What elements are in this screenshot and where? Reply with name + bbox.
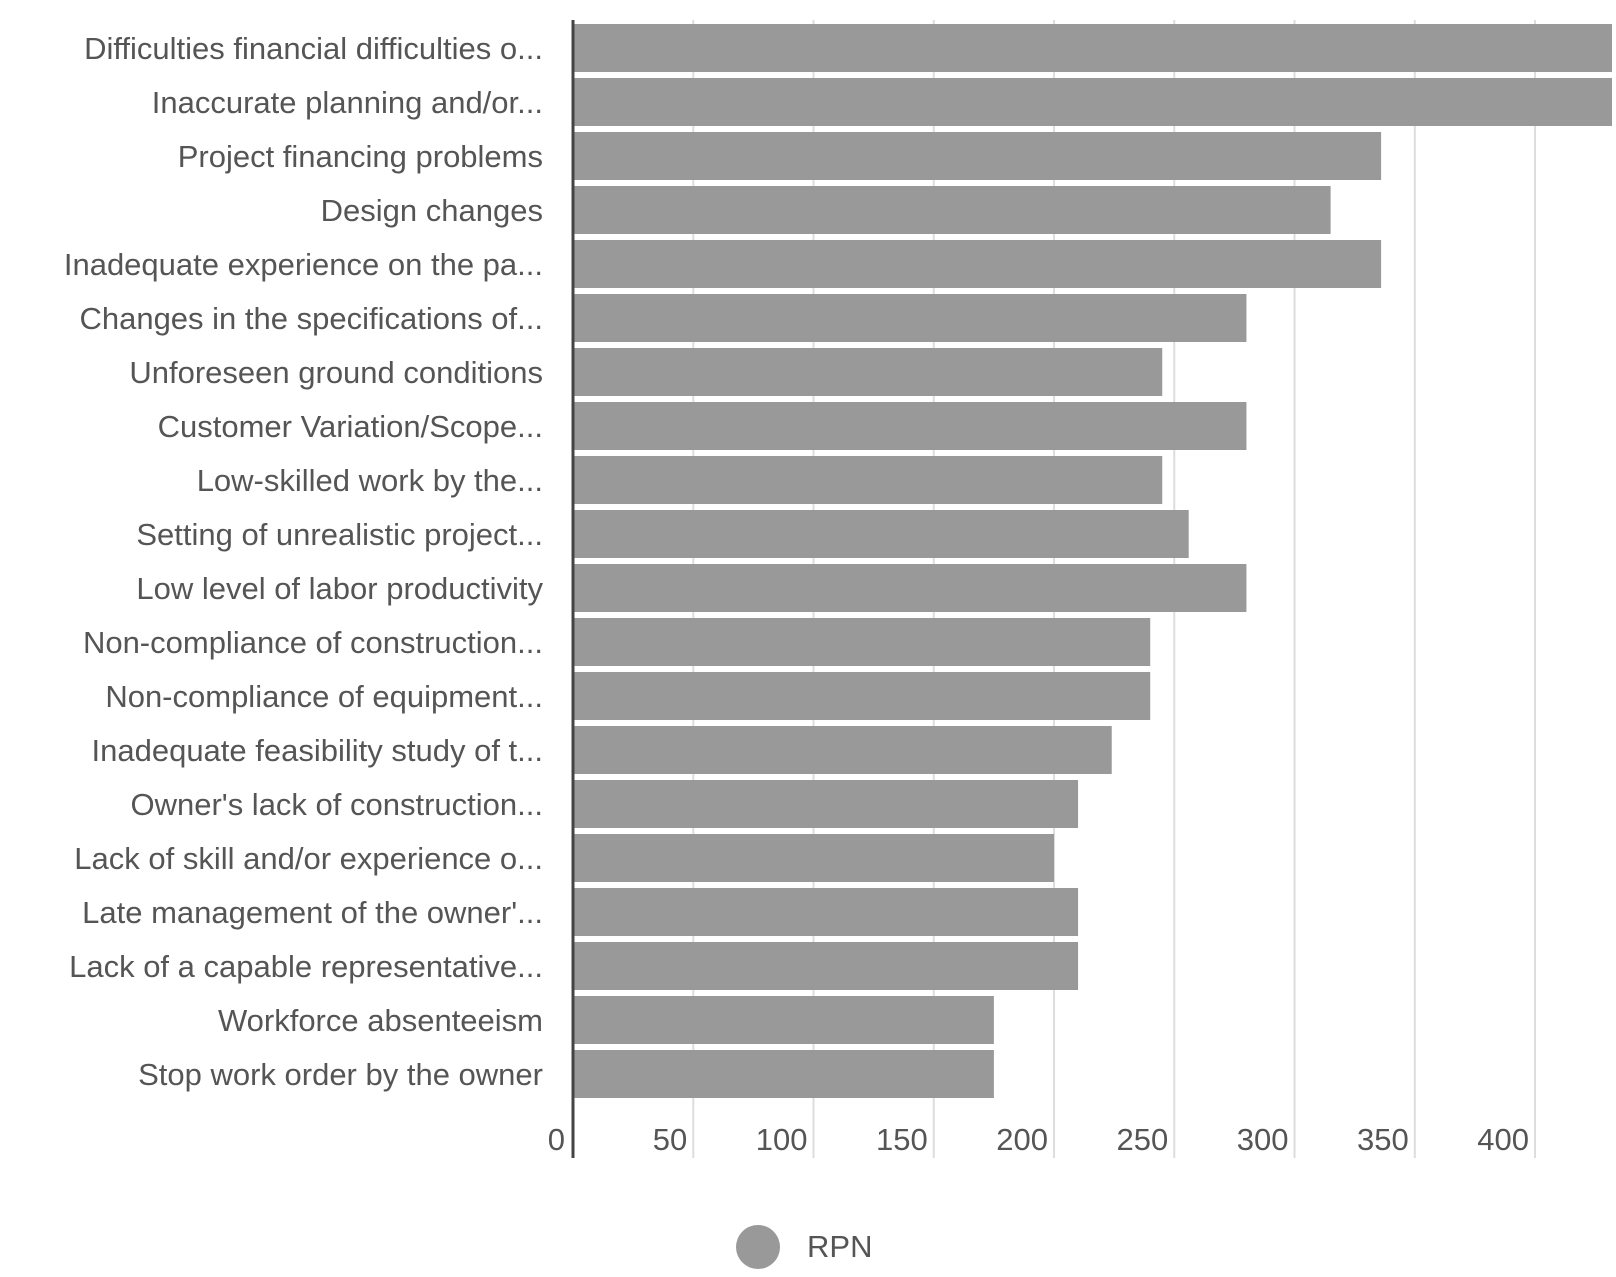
category-label: Workforce absenteeism [218, 1003, 543, 1038]
bar [573, 1050, 994, 1098]
category-labels: Difficulties financial difficulties o...… [64, 31, 544, 1092]
x-tick-label: 400 [1477, 1122, 1529, 1157]
x-tick-label: 50 [653, 1122, 687, 1157]
category-label: Changes in the specifications of... [79, 301, 543, 336]
category-label: Difficulties financial difficulties o... [84, 31, 543, 66]
x-tick-label: 250 [1117, 1122, 1169, 1157]
category-label: Unforeseen ground conditions [129, 355, 543, 390]
x-tick-label: 0 [548, 1122, 565, 1157]
bar [573, 510, 1189, 558]
bar [573, 456, 1163, 504]
category-label: Inaccurate planning and/or... [152, 85, 543, 120]
legend-label: RPN [807, 1229, 873, 1264]
category-label: Lack of a capable representative... [69, 949, 543, 984]
bar [573, 672, 1151, 720]
legend-swatch [736, 1225, 780, 1269]
category-label: Project financing problems [178, 139, 543, 174]
bar [573, 996, 994, 1044]
x-tick-label: 350 [1357, 1122, 1409, 1157]
bar [573, 726, 1112, 774]
bar [573, 942, 1079, 990]
x-tick-label: 300 [1237, 1122, 1289, 1157]
bar [573, 78, 1612, 126]
category-label: Design changes [321, 193, 543, 228]
bar [573, 348, 1163, 396]
x-tick-label: 200 [996, 1122, 1048, 1157]
category-label: Late management of the owner'... [82, 895, 543, 930]
bar [573, 132, 1382, 180]
bar [573, 618, 1151, 666]
category-label: Inadequate feasibility study of t... [92, 733, 544, 768]
bar [573, 888, 1079, 936]
x-tick-label: 150 [876, 1122, 928, 1157]
category-label: Low level of labor productivity [136, 571, 543, 606]
category-label: Low-skilled work by the... [197, 463, 543, 498]
bars [573, 24, 1612, 1098]
bar [573, 186, 1331, 234]
category-label: Customer Variation/Scope... [158, 409, 543, 444]
legend: RPN [736, 1225, 872, 1269]
bar [573, 780, 1079, 828]
bar [573, 294, 1247, 342]
category-label: Setting of unrealistic project... [136, 517, 543, 552]
bar [573, 834, 1055, 882]
bar [573, 240, 1382, 288]
x-axis-tick-labels: 0 50 100 150 200 250 300 350 400 [548, 1122, 1529, 1157]
x-tick-label: 100 [756, 1122, 808, 1157]
category-label: Non-compliance of equipment... [105, 679, 543, 714]
category-label: Non-compliance of construction... [83, 625, 543, 660]
category-label: Stop work order by the owner [138, 1057, 543, 1092]
category-label: Lack of skill and/or experience o... [74, 841, 543, 876]
category-label: Inadequate experience on the pa... [64, 247, 543, 282]
bar [573, 24, 1612, 72]
bar [573, 402, 1247, 450]
bar [573, 564, 1247, 612]
category-label: Owner's lack of construction... [130, 787, 543, 822]
